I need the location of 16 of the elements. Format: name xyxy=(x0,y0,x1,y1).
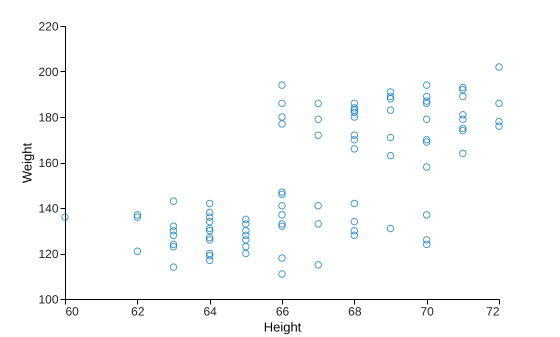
y-tick-label: 100 xyxy=(38,292,59,306)
x-axis-title: Height xyxy=(264,320,302,334)
y-axis-title: Weight xyxy=(19,142,34,184)
y-tick-label: 120 xyxy=(38,247,59,261)
x-tick-label: 70 xyxy=(420,304,434,318)
y-tick-label: 180 xyxy=(38,110,59,124)
y-tick-label: 140 xyxy=(38,202,59,216)
x-tick-label: 72 xyxy=(486,304,500,318)
y-tick-label: 220 xyxy=(38,20,59,34)
y-tick-label: 160 xyxy=(38,156,59,170)
x-tick-label: 64 xyxy=(203,304,218,318)
x-tick-label: 68 xyxy=(348,304,362,318)
x-tick-label: 60 xyxy=(66,304,80,318)
y-tick-label: 200 xyxy=(38,65,59,79)
x-tick-label: 66 xyxy=(276,304,290,318)
x-tick-label: 62 xyxy=(131,304,145,318)
